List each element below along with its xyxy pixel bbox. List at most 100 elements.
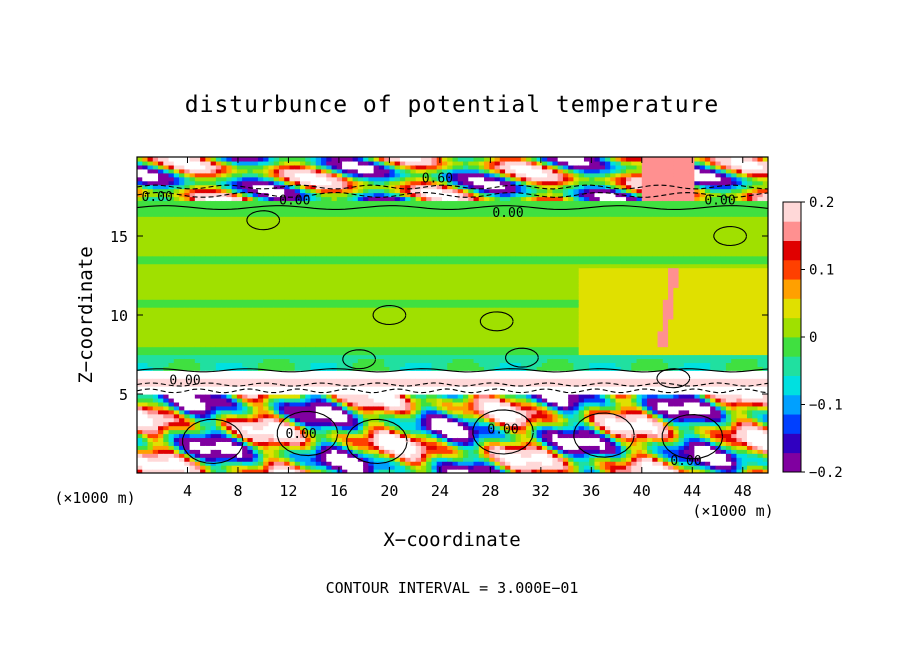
field-cell <box>357 251 364 257</box>
field-cell <box>326 259 333 265</box>
field-cell <box>284 208 291 213</box>
field-cell <box>210 469 217 473</box>
field-cell <box>163 334 170 340</box>
field-cell <box>284 397 291 403</box>
field-cell <box>194 164 201 170</box>
field-cell <box>163 275 170 281</box>
field-cell <box>368 370 375 375</box>
field-cell <box>368 405 375 411</box>
field-cell <box>205 220 212 225</box>
field-cell <box>378 271 385 277</box>
field-cell <box>242 334 249 340</box>
field-cell <box>247 362 254 367</box>
field-cell <box>347 334 354 340</box>
field-cell <box>363 394 369 399</box>
field-cell <box>278 303 285 308</box>
field-cell <box>263 224 270 229</box>
field-cell <box>357 228 364 233</box>
field-cell <box>420 370 427 375</box>
field-cell <box>152 295 159 300</box>
field-cell <box>137 330 143 336</box>
field-cell <box>273 437 280 442</box>
field-cell <box>305 394 312 399</box>
field-cell <box>194 421 201 427</box>
field-cell <box>142 394 149 399</box>
field-cell <box>284 176 291 182</box>
field-cell <box>300 311 306 316</box>
field-cell <box>163 204 170 209</box>
field-cell <box>173 232 180 237</box>
field-cell <box>378 200 385 205</box>
field-cell <box>336 208 343 213</box>
field-cell <box>394 275 401 281</box>
field-cell <box>142 437 149 442</box>
field-cell <box>452 243 459 249</box>
field-cell <box>342 429 348 435</box>
field-cell <box>373 394 380 399</box>
field-cell <box>210 157 217 162</box>
field-cell <box>321 271 327 277</box>
field-cell <box>305 160 312 166</box>
field-cell <box>163 346 170 352</box>
field-cell <box>431 425 438 431</box>
field-cell <box>226 212 233 217</box>
field-cell <box>426 164 433 170</box>
field-cell <box>152 338 159 344</box>
field-cell <box>415 354 422 360</box>
field-cell <box>389 216 396 221</box>
field-cell <box>331 326 338 332</box>
field-cell <box>247 307 254 312</box>
field-cell <box>447 465 454 470</box>
field-cell <box>200 263 206 269</box>
field-cell <box>368 318 375 324</box>
field-cell <box>305 457 312 462</box>
field-cell <box>163 401 170 407</box>
field-cell <box>257 291 264 296</box>
field-cell <box>273 267 280 273</box>
field-cell <box>463 421 469 427</box>
field-cell <box>310 346 317 352</box>
field-cell <box>142 220 149 225</box>
field-cell <box>315 386 322 391</box>
field-cell <box>173 228 180 233</box>
field-cell <box>420 441 427 446</box>
field-cell <box>452 338 459 344</box>
field-cell <box>252 236 259 241</box>
field-cell <box>405 172 412 178</box>
field-cell <box>179 224 185 229</box>
field-cell <box>294 445 301 450</box>
field-cell <box>268 200 275 205</box>
field-cell <box>405 350 412 356</box>
field-cell <box>300 263 306 269</box>
field-cell <box>363 453 369 458</box>
field-cell <box>210 259 217 265</box>
field-cell <box>363 164 369 170</box>
field-cell <box>457 311 464 316</box>
field-cell <box>184 318 191 324</box>
field-cell <box>247 429 254 435</box>
field-cell <box>184 192 191 198</box>
field-cell <box>221 172 227 178</box>
field-cell <box>268 370 275 375</box>
field-cell <box>189 326 196 332</box>
field-cell <box>384 437 390 442</box>
field-cell <box>147 247 154 253</box>
field-cell <box>410 283 417 288</box>
field-cell <box>441 192 448 198</box>
field-cell <box>305 212 312 217</box>
field-cell <box>137 263 143 269</box>
field-cell <box>236 204 243 209</box>
field-cell <box>457 303 464 308</box>
field-cell <box>326 315 333 320</box>
field-cell <box>158 157 164 162</box>
field-cell <box>242 251 249 257</box>
field-cell <box>426 453 433 458</box>
field-cell <box>252 283 259 288</box>
field-cell <box>278 259 285 265</box>
field-cell <box>363 259 369 265</box>
field-cell <box>263 366 270 371</box>
field-cell <box>163 216 170 221</box>
field-cell <box>221 382 227 387</box>
field-cell <box>210 429 217 435</box>
field-cell <box>378 315 385 320</box>
